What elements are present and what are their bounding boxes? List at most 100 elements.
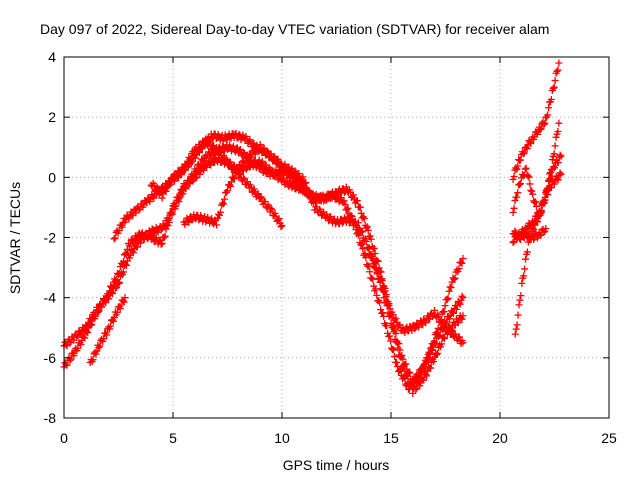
data-point <box>534 218 542 226</box>
data-point <box>305 188 313 196</box>
data-point <box>129 249 137 257</box>
data-point <box>390 328 398 336</box>
data-point <box>77 331 85 339</box>
data-point <box>527 140 535 148</box>
data-point <box>216 211 224 219</box>
data-point <box>73 333 81 341</box>
data-point <box>547 184 555 192</box>
data-point <box>424 354 432 362</box>
data-point <box>550 180 558 188</box>
data-point <box>275 215 283 223</box>
data-point <box>525 229 533 237</box>
data-point <box>74 344 82 352</box>
data-point <box>554 127 562 135</box>
data-point <box>509 239 517 247</box>
data-point <box>357 227 365 235</box>
grid-layer <box>64 57 609 418</box>
data-point <box>513 321 521 329</box>
data-point <box>235 146 243 154</box>
data-point <box>250 185 258 193</box>
data-point <box>367 235 375 243</box>
series-track-6 <box>365 250 467 348</box>
data-point <box>182 185 190 193</box>
x-axis-label: GPS time / hours <box>283 457 390 473</box>
data-point <box>457 258 465 266</box>
data-point <box>301 179 309 187</box>
data-point <box>190 150 198 158</box>
data-point <box>353 197 361 205</box>
data-point <box>523 248 531 256</box>
data-point <box>393 338 401 346</box>
data-point <box>537 208 545 216</box>
data-point <box>375 268 383 276</box>
data-point <box>396 352 404 360</box>
data-point <box>183 162 191 170</box>
data-point <box>115 227 123 235</box>
data-point <box>136 239 144 247</box>
data-point <box>70 352 78 360</box>
data-point <box>455 333 463 341</box>
data-point <box>182 161 190 169</box>
data-point <box>220 200 228 208</box>
data-point <box>514 189 522 197</box>
data-point <box>437 343 445 351</box>
data-point <box>213 144 221 152</box>
data-point <box>121 294 129 302</box>
data-point <box>113 308 121 316</box>
data-point <box>162 187 170 195</box>
data-point <box>302 179 310 187</box>
data-point <box>168 211 176 219</box>
data-point <box>373 291 381 299</box>
data-point <box>277 223 285 231</box>
data-point <box>431 306 439 314</box>
data-point <box>206 138 214 146</box>
data-point <box>347 215 355 223</box>
y-tick-label: -6 <box>44 350 57 366</box>
x-tick-label: 15 <box>383 430 399 446</box>
data-point <box>364 244 372 252</box>
data-point <box>386 332 394 340</box>
data-point <box>554 159 562 167</box>
data-point <box>158 239 166 247</box>
data-point <box>514 162 522 170</box>
data-point <box>166 180 174 188</box>
data-point <box>449 309 457 317</box>
data-point <box>403 371 411 379</box>
data-point <box>271 209 279 217</box>
data-point <box>81 334 89 342</box>
data-point <box>522 164 530 172</box>
data-point <box>226 182 234 190</box>
data-point <box>525 173 533 181</box>
data-point <box>221 195 229 203</box>
data-point <box>209 142 217 150</box>
data-point <box>267 205 275 213</box>
data-point <box>354 219 362 227</box>
data-point <box>83 322 91 330</box>
data-point <box>441 302 449 310</box>
data-point <box>450 275 458 283</box>
tick-layer: 0 5 10 15 20 25 -8 -6 -4 -2 0 2 4 <box>44 49 617 446</box>
data-point <box>356 203 364 211</box>
data-point <box>165 182 173 190</box>
data-point <box>423 372 431 380</box>
data-point <box>435 333 443 341</box>
data-point <box>157 240 165 248</box>
y-tick-label: -8 <box>44 410 57 426</box>
data-point <box>113 283 121 291</box>
data-point <box>299 173 307 181</box>
data-point <box>551 142 559 150</box>
data-point <box>540 199 548 207</box>
data-point <box>366 268 374 276</box>
data-point <box>400 362 408 370</box>
data-point <box>171 177 179 185</box>
data-point <box>553 67 561 75</box>
data-point <box>120 298 128 306</box>
data-point <box>550 83 558 91</box>
data-point <box>392 314 400 322</box>
data-point <box>243 178 251 186</box>
data-point <box>370 244 378 252</box>
data-point <box>399 363 407 371</box>
data-point <box>382 291 390 299</box>
data-point <box>440 333 448 341</box>
data-point <box>80 326 88 334</box>
